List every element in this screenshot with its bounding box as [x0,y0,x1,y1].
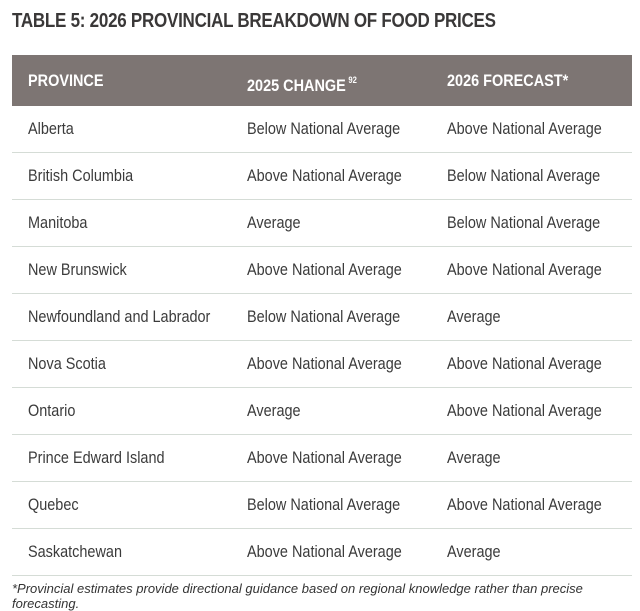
table-cell: Manitoba [28,213,88,232]
table-cell: Above National Average [247,354,402,373]
table-cell: Above National Average [447,119,602,138]
table-cell: Above National Average [447,495,602,514]
table-cell: Average [247,401,301,420]
table-cell: Saskatchewan [28,542,122,561]
table-cell: Below National Average [247,307,401,326]
table-cell: Average [447,448,501,467]
table-cell: Above National Average [447,354,602,373]
table-row: New Brunswick Above National Average Above… [12,247,632,294]
table-row: Prince Edward Island Above National Avera… [12,435,632,482]
table: PROVINCE 2025 CHANGE 92 2026 FORECAST* Al… [12,55,632,576]
table-cell: Nova Scotia [28,354,106,373]
table-cell: Below National Average [247,119,401,138]
table-cell: New Brunswick [28,260,127,279]
table-cell: Alberta [28,119,74,138]
header-cell: PROVINCE [28,71,104,90]
table-cell: Quebec [28,495,79,514]
table-row: Manitoba Average Below National Average [12,200,632,247]
table-cell: Average [447,542,501,561]
table-cell: Above National Average [247,542,402,561]
table-cell: Below National Average [447,166,601,185]
table-cell: Below National Average [247,495,401,514]
table-row: British Columbia Above National Average Be… [12,153,632,200]
table-cell: Average [447,307,501,326]
header-row: PROVINCE 2025 CHANGE 92 2026 FORECAST* [12,55,632,106]
table-row: Saskatchewan Above National Average Averag… [12,529,632,576]
table-cell: British Columbia [28,166,134,185]
footnote: *Provincial estimates provide directiona… [12,581,583,611]
table-cell: Ontario [28,401,76,420]
table-cell: Above National Average [247,448,402,467]
table-row: Alberta Below National Average Above Natio… [12,106,632,153]
table-row: Quebec Below National Average Above Nation… [12,482,632,529]
table-cell: Above National Average [447,401,602,420]
header-cell: 2025 CHANGE 92 [247,55,357,111]
header-text: 2025 CHANGE [247,76,346,95]
table-cell: Above National Average [447,260,602,279]
table-cell: Average [247,213,301,232]
table-row: Nova Scotia Above National Average Above N… [12,341,632,388]
table-cell: Below National Average [447,213,601,232]
table-cell: Above National Average [247,260,402,279]
header-cell: 2026 FORECAST* [447,71,569,90]
header-note: 92 [348,75,357,85]
table-title: TABLE 5: 2026 PROVINCIAL BREAKDOWN OF FO… [12,10,496,32]
table-cell: Newfoundland and Labrador [28,307,211,326]
table-cell: Prince Edward Island [28,448,165,467]
table-row: Newfoundland and Labrador Below National … [12,294,632,341]
table-cell: Above National Average [247,166,402,185]
table-row: Ontario Average Above National Average [12,388,632,435]
